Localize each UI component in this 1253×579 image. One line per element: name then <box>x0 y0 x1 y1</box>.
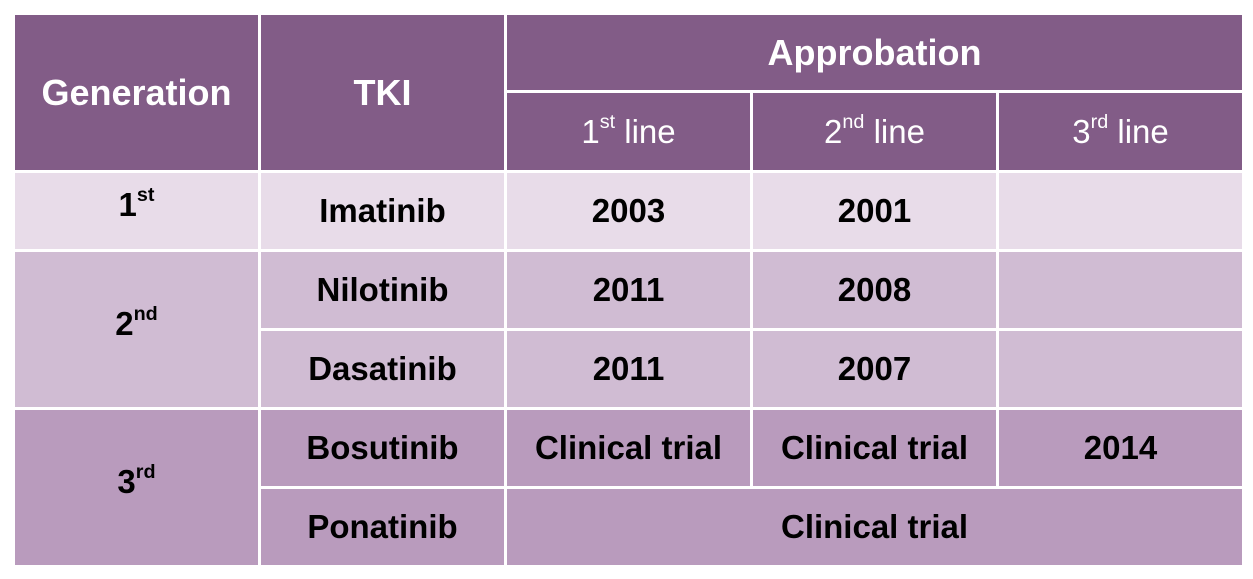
first-line-cell: 2003 <box>504 170 753 252</box>
generation-3-suffix: rd <box>135 460 156 483</box>
header-line-2-num: 2 <box>824 112 843 150</box>
header-approbation: Approbation <box>503 12 1246 93</box>
generation-1-suffix: st <box>136 184 155 207</box>
header-line-1-text: line <box>615 112 676 150</box>
tki-approbation-table: Generation TKI Approbation 1st line 2nd … <box>12 12 1246 568</box>
second-line-cell: Clinical trial <box>750 407 999 489</box>
tki-table-container: Generation TKI Approbation 1st line 2nd … <box>12 12 1246 568</box>
generation-2-suffix: nd <box>133 302 158 325</box>
header-line-3-text: line <box>1108 112 1169 150</box>
third-line-cell: 2014 <box>995 407 1246 489</box>
header-row-top: Generation TKI Approbation <box>12 12 1246 173</box>
header-tki: TKI <box>258 12 507 173</box>
first-line-cell: 2011 <box>504 249 753 331</box>
header-line-3-suffix: rd <box>1090 110 1109 133</box>
generation-cell-3: 3rd <box>12 407 261 568</box>
table-row-imatinib: 1st Imatinib 2003 2001 <box>12 170 1246 252</box>
table-row-bosutinib: 3rd Bosutinib Clinical trial Clinical tr… <box>12 407 1246 568</box>
generation-1-num: 1 <box>118 186 137 223</box>
third-line-cell <box>995 328 1246 410</box>
tki-cell: Bosutinib <box>258 407 507 489</box>
second-line-cell: 2008 <box>750 249 999 331</box>
header-line-2-suffix: nd <box>842 110 865 133</box>
third-line-cell <box>995 170 1246 252</box>
first-line-cell: Clinical trial <box>504 407 753 489</box>
generation-3-num: 3 <box>117 462 136 500</box>
table-row-ponatinib: Ponatinib Clinical trial <box>14 486 1246 568</box>
second-line-cell: 2001 <box>750 170 999 252</box>
tki-cell: Ponatinib <box>258 486 507 568</box>
generation-cell-1: 1st <box>12 170 261 252</box>
header-line-3: 3rd line <box>995 90 1246 173</box>
header-generation: Generation <box>12 12 261 173</box>
tki-cell: Imatinib <box>258 170 507 252</box>
third-line-cell <box>995 249 1246 331</box>
first-line-cell: 2011 <box>504 328 753 410</box>
generation-cell-2: 2nd <box>12 249 261 410</box>
header-line-2-text: line <box>864 112 925 150</box>
header-line-1: 1st line <box>504 90 753 173</box>
second-line-cell: 2007 <box>750 328 999 410</box>
header-line-1-num: 1 <box>581 112 600 150</box>
tki-cell: Nilotinib <box>258 249 507 331</box>
header-line-1-suffix: st <box>599 110 616 133</box>
header-row-lines: 1st line 2nd line 3rd line <box>14 90 1246 173</box>
header-line-3-num: 3 <box>1072 112 1091 150</box>
header-line-2: 2nd line <box>750 90 999 173</box>
table-row-nilotinib: 2nd Nilotinib 2011 2008 <box>12 249 1246 410</box>
table-row-dasatinib: Dasatinib 2011 2007 <box>14 328 1246 410</box>
generation-2-num: 2 <box>115 304 134 342</box>
merged-approbation-cell: Clinical trial <box>503 486 1246 568</box>
tki-cell: Dasatinib <box>258 328 507 410</box>
